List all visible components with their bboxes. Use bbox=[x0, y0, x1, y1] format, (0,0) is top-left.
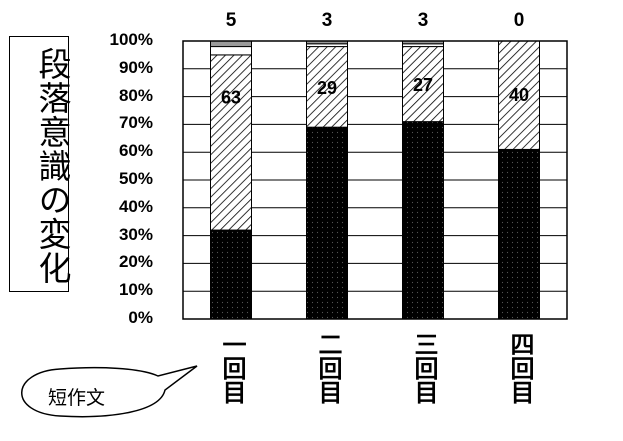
y-tick-label: 70% bbox=[118, 113, 153, 133]
x-category-label: 四回目 bbox=[506, 332, 534, 404]
chart-title: 段落意識の変化 bbox=[33, 47, 72, 285]
inner-data-label: 63 bbox=[221, 88, 241, 108]
bar-segment-1 bbox=[306, 126, 348, 320]
bar-segment-1 bbox=[210, 229, 252, 320]
y-tick-label: 100% bbox=[109, 30, 153, 49]
speech-bubble-text: 短作文 bbox=[48, 387, 106, 409]
inner-data-label: 27 bbox=[413, 75, 433, 95]
bars bbox=[210, 40, 540, 320]
y-tick-label: 60% bbox=[118, 141, 153, 161]
bar-segment-3 bbox=[210, 46, 252, 56]
x-category-label: 一回目 bbox=[218, 332, 246, 404]
chart-title-box: 段落意識の変化 bbox=[9, 36, 72, 292]
bar-segment-4 bbox=[210, 40, 252, 48]
inner-data-label: 29 bbox=[317, 78, 337, 98]
bar-segment-1 bbox=[402, 121, 444, 320]
bar-segment-2 bbox=[402, 46, 444, 123]
plot-area-frame bbox=[182, 40, 568, 320]
bar-segment-2 bbox=[498, 40, 540, 150]
top-data-label: 5 bbox=[225, 10, 237, 31]
y-tick-label: 30% bbox=[118, 224, 153, 244]
y-tick-label: 40% bbox=[118, 196, 153, 216]
x-category-label: 三回目 bbox=[410, 332, 438, 404]
y-tick-label: 90% bbox=[118, 57, 153, 77]
inner-labels: 63 29 27 40 bbox=[221, 75, 529, 108]
bar-segment-2 bbox=[210, 54, 252, 231]
y-tick-label: 80% bbox=[118, 85, 153, 105]
bar-segment-2 bbox=[306, 46, 348, 128]
top-data-label: 3 bbox=[417, 10, 429, 31]
y-tick-label: 0% bbox=[128, 308, 153, 327]
x-category-label: 二回目 bbox=[314, 332, 342, 404]
y-tick-label: 10% bbox=[118, 280, 153, 300]
inner-data-label: 40 bbox=[509, 85, 529, 105]
speech-bubble bbox=[21, 365, 198, 418]
y-tick-label: 20% bbox=[118, 252, 153, 272]
bar-segment-1 bbox=[498, 148, 540, 320]
top-data-label: 0 bbox=[513, 10, 525, 31]
top-data-label: 3 bbox=[321, 10, 333, 31]
y-tick-label: 50% bbox=[118, 169, 153, 188]
